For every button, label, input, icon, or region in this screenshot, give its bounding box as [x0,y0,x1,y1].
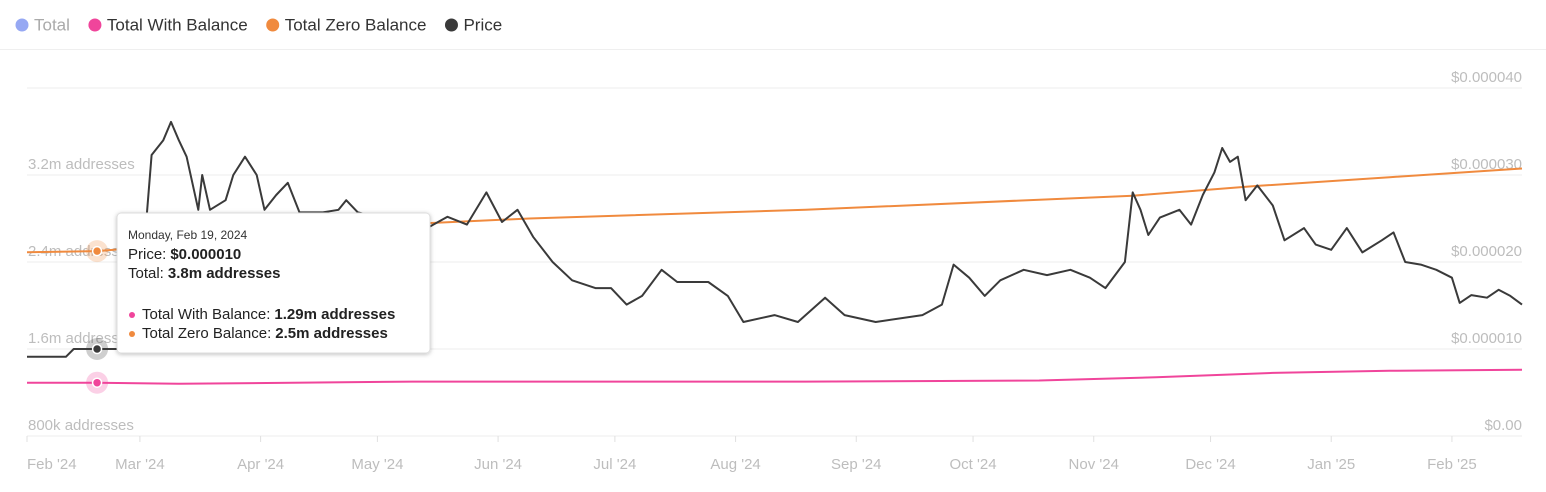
tooltip-label: Total: [128,265,164,282]
tooltip-value: 1.29m addresses [274,306,395,323]
x-tick-label: Feb '24 [27,456,77,473]
x-tick-label: Dec '24 [1185,456,1235,473]
series-line [27,368,1523,385]
tooltip: Monday, Feb 19, 2024 Price: $0.000010 Total… [116,212,431,354]
legend-swatch [444,18,458,32]
legend-swatch [88,18,102,32]
x-tick-label: Jul '24 [593,456,636,473]
x-tick-label: Aug '24 [710,456,760,473]
series-line [27,120,1523,358]
y-tick-label: 3.2m addresses [28,156,135,173]
x-tick-label: Jan '25 [1307,456,1355,473]
legend-item[interactable]: Price [444,15,502,34]
legend-swatch [266,18,280,32]
hover-point [91,377,103,388]
x-tick-label: Mar '24 [115,456,165,473]
x-tick-label: May '24 [351,456,403,473]
legend-label: Total Zero Balance [285,15,427,34]
hover-point [91,343,103,355]
legend-label: Total With Balance [107,15,248,34]
x-tick-label: Feb '25 [1427,456,1477,473]
y-tick-label: 800k addresses [28,417,134,434]
hover-point [91,245,103,257]
legend-swatch [15,18,29,32]
tooltip-row: Total Zero Balance: 2.5m addresses [142,325,388,342]
x-tick-label: Nov '24 [1069,456,1119,473]
y2-tick-label: $0.000040 [1451,69,1522,86]
tooltip-date: Monday, Feb 19, 2024 [128,228,248,242]
legend-item[interactable]: Total Zero Balance [266,15,426,34]
legend-label: Total [34,15,70,34]
legend: Total Total With Balance Total Zero Balanc… [15,15,502,34]
tooltip-row: Total With Balance: 1.29m addresses [142,306,395,323]
tooltip-box [116,212,431,354]
y2-tick-label: $0.000020 [1451,243,1522,260]
axes: $0.00$0.000010$0.000020$0.000030$0.00004… [26,69,1522,473]
tooltip-value: $0.000010 [170,246,241,263]
tooltip-row: Price: $0.000010 [128,246,241,263]
y2-tick-label: $0.00 [1484,417,1522,434]
x-tick-label: Oct '24 [950,456,997,473]
legend-item[interactable]: Total With Balance [88,15,248,34]
x-tick-label: Sep '24 [831,456,881,473]
tooltip-label: Total With Balance: [142,306,270,323]
tooltip-label: Price: [128,246,166,263]
tooltip-bullet [129,312,135,318]
x-tick-label: Apr '24 [237,456,284,473]
tooltip-value: 2.5m addresses [275,325,388,342]
tooltip-label: Total Zero Balance: [142,325,271,342]
legend-item[interactable]: Total [15,15,70,34]
y2-tick-label: $0.000010 [1451,330,1522,347]
legend-label: Price [463,15,502,34]
tooltip-row: Total: 3.8m addresses [128,265,280,282]
tooltip-bullet [129,331,135,337]
y-tick-label: 1.6m addresses [28,330,135,347]
tooltip-value: 3.8m addresses [168,265,281,282]
x-tick-label: Jun '24 [474,456,522,473]
